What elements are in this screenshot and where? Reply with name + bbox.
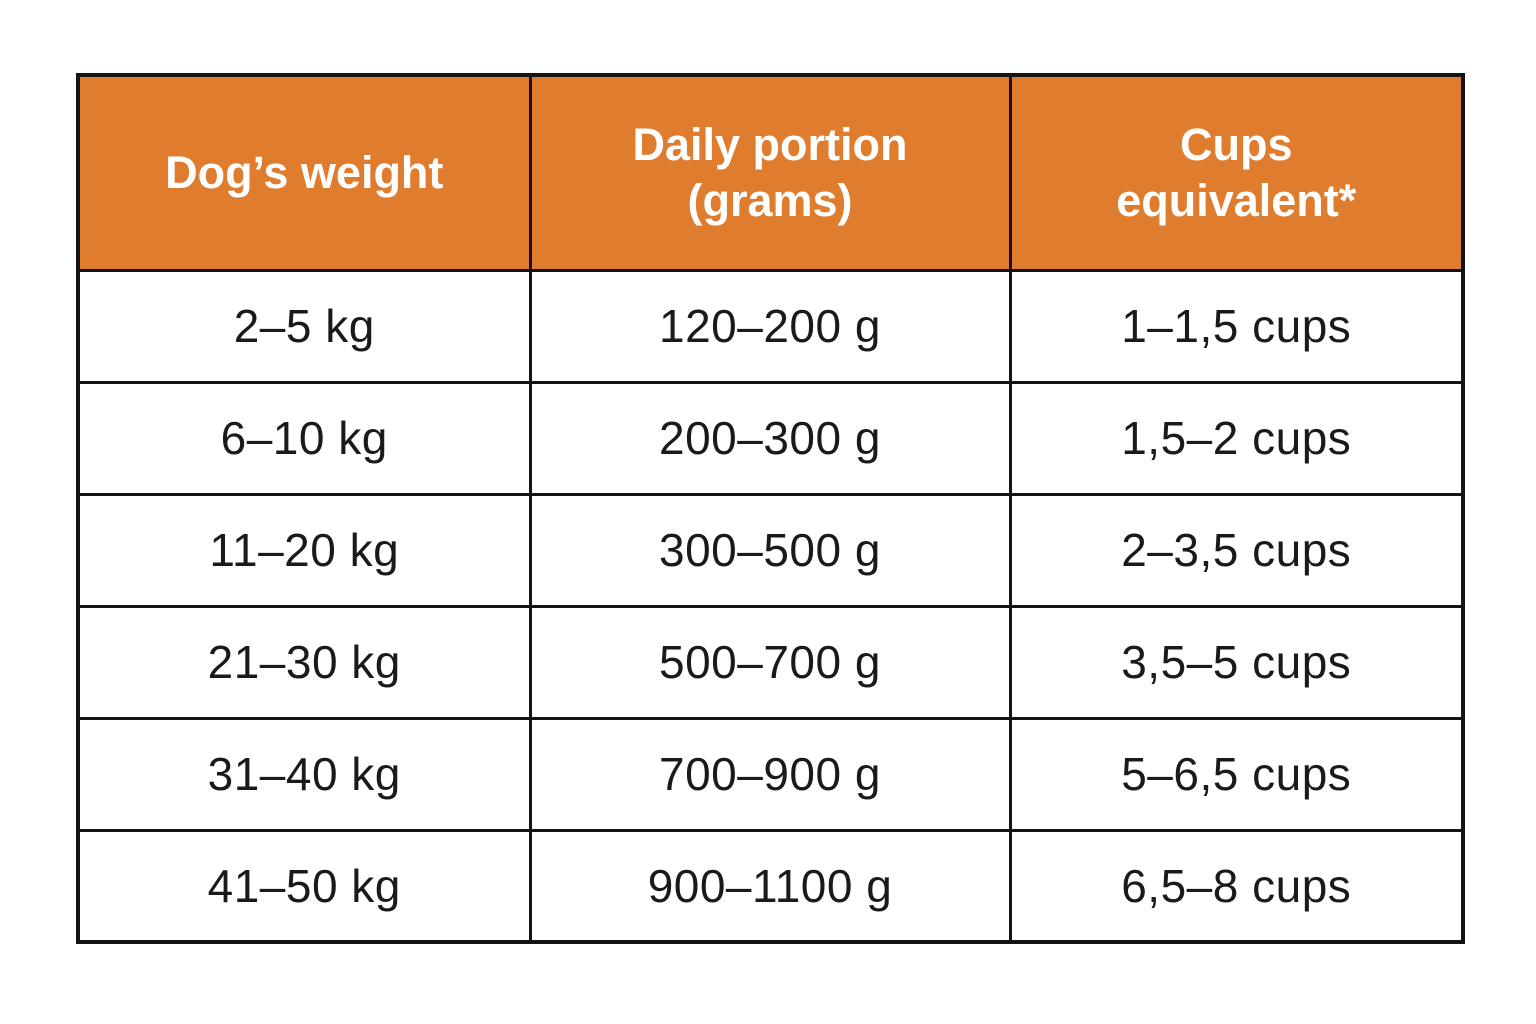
cell-weight: 41–50 kg bbox=[76, 828, 532, 944]
cell-weight: 2–5 kg bbox=[76, 268, 532, 384]
cell-portion: 700–900 g bbox=[528, 716, 1012, 832]
cell-cups: 5–6,5 cups bbox=[1008, 716, 1465, 832]
table-row: 31–40 kg 700–900 g 5–6,5 cups bbox=[76, 716, 1465, 832]
cell-weight: 6–10 kg bbox=[76, 380, 532, 496]
cell-portion: 900–1100 g bbox=[528, 828, 1012, 944]
cell-portion: 120–200 g bbox=[528, 268, 1012, 384]
header-line: equivalent* bbox=[1116, 174, 1357, 226]
table-row: 6–10 kg 200–300 g 1,5–2 cups bbox=[76, 380, 1465, 496]
table-row: 2–5 kg 120–200 g 1–1,5 cups bbox=[76, 268, 1465, 384]
cell-cups: 3,5–5 cups bbox=[1008, 604, 1465, 720]
cell-cups: 1,5–2 cups bbox=[1008, 380, 1465, 496]
cell-portion: 500–700 g bbox=[528, 604, 1012, 720]
header-line: Cups bbox=[1180, 118, 1293, 170]
table-header-row: Dog’s weight Daily portion (grams) Cups … bbox=[76, 73, 1465, 272]
table-row: 21–30 kg 500–700 g 3,5–5 cups bbox=[76, 604, 1465, 720]
column-header-dogs-weight: Dog’s weight bbox=[76, 73, 532, 272]
cell-cups: 2–3,5 cups bbox=[1008, 492, 1465, 608]
cell-cups: 1–1,5 cups bbox=[1008, 268, 1465, 384]
table-row: 11–20 kg 300–500 g 2–3,5 cups bbox=[76, 492, 1465, 608]
cell-weight: 11–20 kg bbox=[76, 492, 532, 608]
cell-weight: 31–40 kg bbox=[76, 716, 532, 832]
header-line: (grams) bbox=[687, 174, 853, 226]
cell-portion: 200–300 g bbox=[528, 380, 1012, 496]
table-row: 41–50 kg 900–1100 g 6,5–8 cups bbox=[76, 828, 1465, 944]
cell-portion: 300–500 g bbox=[528, 492, 1012, 608]
header-line: Dog’s weight bbox=[165, 146, 444, 198]
cell-cups: 6,5–8 cups bbox=[1008, 828, 1465, 944]
column-header-daily-portion: Daily portion (grams) bbox=[528, 73, 1012, 272]
feeding-guide-table: Dog’s weight Daily portion (grams) Cups … bbox=[76, 73, 1465, 944]
cell-weight: 21–30 kg bbox=[76, 604, 532, 720]
header-line: Daily portion bbox=[632, 118, 908, 170]
column-header-cups-equivalent: Cups equivalent* bbox=[1008, 73, 1465, 272]
